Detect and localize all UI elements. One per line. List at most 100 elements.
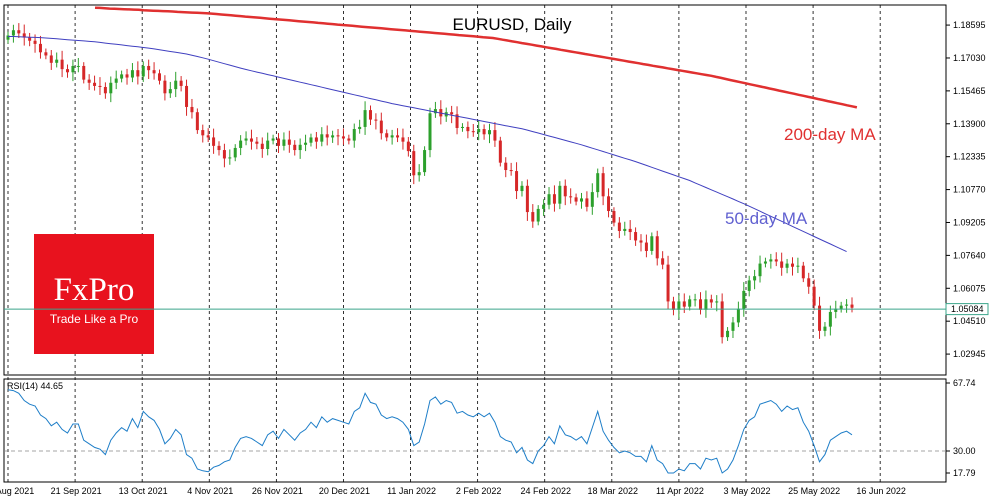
candle-body — [28, 37, 32, 41]
candle-body — [260, 143, 264, 150]
candle-body — [601, 173, 605, 197]
candle-body — [406, 141, 410, 152]
candle-body — [823, 326, 827, 331]
x-tick-label: 30 Aug 2021 — [0, 486, 34, 496]
candle-body — [336, 135, 340, 137]
candle — [163, 75, 167, 101]
candle — [747, 275, 751, 297]
candle-body — [731, 322, 735, 331]
candle — [574, 193, 578, 206]
candle-body — [206, 135, 210, 138]
candle-body — [542, 204, 546, 209]
candle — [542, 199, 546, 217]
candle-body — [55, 59, 59, 63]
candle — [726, 327, 730, 341]
candle-body — [628, 228, 632, 233]
candle-body — [217, 145, 221, 151]
candle — [547, 187, 551, 210]
grid-lines — [7, 5, 881, 482]
candle — [785, 258, 789, 274]
candle — [720, 293, 724, 344]
candle — [601, 166, 605, 206]
candle — [471, 123, 475, 137]
candle-body — [363, 110, 367, 127]
moving-averages — [8, 6, 858, 253]
candle — [482, 124, 486, 140]
candle-body — [358, 126, 362, 130]
candle-body — [6, 35, 10, 40]
candle-body — [520, 185, 524, 192]
candle-body — [785, 263, 789, 268]
y-tick-label: 1.13900 — [953, 119, 986, 129]
candle — [109, 76, 113, 103]
candle-body — [650, 236, 654, 251]
candle — [450, 105, 454, 124]
current-price-marker: 1.05084 — [4, 303, 989, 316]
candle-body — [769, 259, 773, 262]
candle — [569, 188, 573, 204]
candle — [125, 68, 129, 85]
candle — [477, 120, 481, 141]
candle-body — [677, 301, 681, 310]
candle — [120, 70, 124, 83]
candle — [818, 296, 822, 339]
candle-body — [287, 139, 291, 145]
candle-body — [525, 185, 529, 213]
candle-body — [482, 129, 486, 135]
candle — [612, 207, 616, 227]
candle-body — [190, 106, 194, 113]
rsi-panel: 67.74 30.00 17.79 — [4, 378, 976, 478]
candle-body — [374, 119, 378, 121]
candle — [623, 221, 627, 236]
candle-body — [222, 150, 226, 159]
candle-body — [401, 137, 405, 142]
candle — [585, 191, 589, 212]
candle — [136, 61, 140, 85]
candle — [406, 137, 410, 157]
candle — [552, 185, 556, 212]
candle — [358, 119, 362, 134]
candle-body — [433, 109, 437, 114]
candle — [428, 107, 432, 158]
candle — [460, 123, 464, 132]
candle-body — [271, 138, 275, 141]
candle-body — [341, 136, 345, 139]
candle — [828, 305, 832, 336]
candle — [493, 122, 497, 147]
candle-body — [93, 82, 97, 86]
candle-body — [666, 264, 670, 302]
candle-body — [460, 126, 464, 128]
x-tick-label: 4 Nov 2021 — [187, 486, 233, 496]
candle — [639, 234, 643, 252]
candle-body — [130, 70, 134, 78]
x-tick-label: 2 Feb 2022 — [456, 486, 502, 496]
candle-body — [590, 192, 594, 207]
candle-body — [612, 211, 616, 223]
candle-body — [233, 147, 237, 158]
candle-body — [850, 304, 854, 308]
candle — [390, 129, 394, 145]
candle-body — [266, 140, 270, 150]
candle-body — [644, 242, 648, 251]
candle-body — [671, 301, 675, 310]
candle — [190, 98, 194, 119]
x-tick-label: 16 Jun 2022 — [856, 486, 906, 496]
candle-body — [293, 144, 297, 151]
candle — [699, 292, 703, 315]
candle — [823, 322, 827, 337]
candle-body — [796, 265, 800, 267]
candle — [239, 135, 243, 156]
candle — [60, 50, 64, 78]
candle-body — [163, 80, 167, 94]
candle-body — [228, 157, 232, 159]
candle-body — [763, 261, 767, 264]
candle — [509, 162, 513, 176]
candle-body — [352, 129, 356, 141]
candle — [607, 188, 611, 218]
candle-body — [17, 30, 21, 34]
candle — [309, 133, 313, 147]
candle — [282, 132, 286, 151]
candle-body — [379, 120, 383, 134]
candle-body — [704, 299, 708, 310]
candle — [531, 204, 535, 228]
